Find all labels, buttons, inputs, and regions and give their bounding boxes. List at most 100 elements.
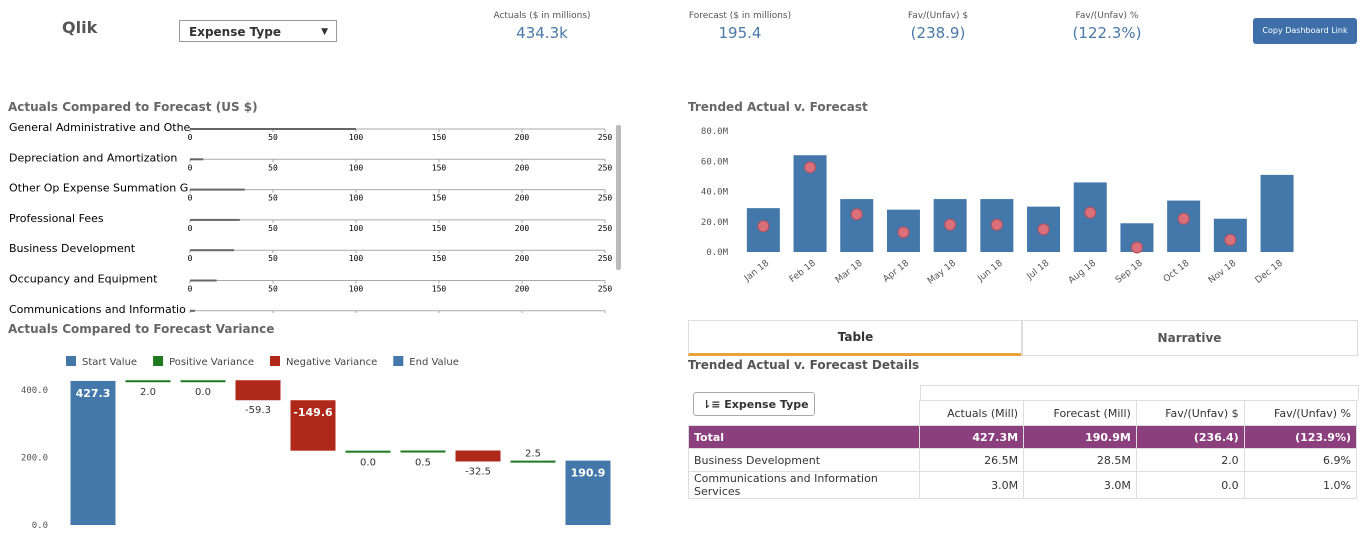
x-tick-label: Dec 18 bbox=[1254, 258, 1285, 286]
x-tick-label: Oct 18 bbox=[1162, 258, 1192, 284]
forecast-dot bbox=[1177, 212, 1190, 225]
cell: 28.5M bbox=[1023, 448, 1137, 472]
y-tick-label: 0.0 bbox=[32, 521, 48, 531]
x-tick-label: Sep 18 bbox=[1114, 258, 1145, 285]
x-tick-label: 200 bbox=[515, 224, 530, 233]
cell: Business Development bbox=[688, 448, 920, 472]
x-tick-label: 100 bbox=[349, 254, 364, 263]
tab[interactable]: Narrative bbox=[1021, 320, 1358, 356]
copy-link-button[interactable]: Copy Dashboard Link bbox=[1253, 18, 1357, 44]
table: Actuals (Mill) Forecast (Mill) Fav/(Unfav)… bbox=[688, 400, 1358, 499]
x-tick-label: 250 bbox=[598, 163, 613, 172]
bar bbox=[190, 309, 195, 312]
kpi-label: Actuals ($ in millions) bbox=[493, 11, 591, 21]
x-tick-label: Jul 18 bbox=[1025, 258, 1052, 282]
forecast-dot bbox=[944, 218, 957, 231]
search-field[interactable]: ⇂≡ Expense Type ⌕ bbox=[693, 392, 815, 435]
value-label: 190.9 bbox=[571, 467, 606, 480]
header-cell: Forecast (Mill) bbox=[1023, 400, 1137, 426]
x-tick-label: 0 bbox=[188, 133, 193, 142]
x-tick-label: 200 bbox=[515, 194, 530, 203]
legend-label: Start Value bbox=[82, 357, 137, 368]
x-tick-label: 250 bbox=[598, 285, 613, 294]
cell: 6.9% bbox=[1243, 448, 1358, 472]
header-spacer bbox=[920, 385, 1359, 401]
kpi-value: 195.4 bbox=[718, 24, 762, 42]
bar bbox=[190, 249, 234, 252]
value-label: 0.0 bbox=[360, 458, 376, 469]
chart-title: Actuals Compared to Forecast (US $) bbox=[8, 100, 258, 114]
bar bbox=[1260, 174, 1294, 252]
bar bbox=[235, 380, 281, 401]
value-label: 2.0 bbox=[140, 387, 156, 398]
search-label: Expense Type bbox=[724, 398, 809, 411]
value-label: 0.5 bbox=[415, 458, 431, 469]
y-tick-label: 80.0M bbox=[701, 127, 729, 137]
cell: 190.9M bbox=[1023, 425, 1137, 449]
x-tick-label: 50 bbox=[268, 194, 278, 203]
y-tick-label: 20.0M bbox=[701, 218, 729, 228]
x-tick-label: 0 bbox=[188, 285, 193, 294]
bar bbox=[190, 218, 240, 221]
cell: Total bbox=[688, 425, 920, 449]
row: Business Development 26.5M 28.5M 2.0 6.9% bbox=[688, 448, 1358, 472]
bar bbox=[345, 450, 391, 453]
bar bbox=[125, 380, 171, 383]
bar bbox=[400, 450, 446, 453]
x-tick-label: 50 bbox=[268, 163, 278, 172]
x-tick-label: 50 bbox=[268, 224, 278, 233]
kpi-value: 434.3k bbox=[516, 24, 568, 42]
bar bbox=[840, 199, 874, 252]
bar bbox=[190, 188, 245, 191]
y-tick-label: 400.0 bbox=[21, 386, 48, 396]
x-tick-label: 100 bbox=[349, 163, 364, 172]
bar bbox=[180, 380, 226, 383]
kpi-label: Fav/(Unfav) % bbox=[1075, 11, 1139, 21]
tab[interactable]: Table bbox=[688, 320, 1023, 356]
forecast-dot bbox=[990, 218, 1003, 231]
chart-title: Actuals Compared to Forecast Variance bbox=[8, 322, 275, 336]
header-cell bbox=[689, 401, 920, 426]
y-tick-label: 40.0M bbox=[701, 188, 729, 198]
dropdown[interactable]: Expense Type ▼ bbox=[179, 20, 337, 42]
x-tick-label: Nov 18 bbox=[1207, 258, 1238, 286]
cell: 1.0% bbox=[1243, 471, 1358, 499]
x-tick-label: 250 bbox=[598, 194, 613, 203]
legend-swatch bbox=[153, 356, 164, 366]
cell: 427.3M bbox=[918, 425, 1025, 449]
x-tick-label: Feb 18 bbox=[788, 258, 818, 285]
forecast-dot bbox=[1084, 206, 1097, 219]
header-cell: Fav/(Unfav) % bbox=[1243, 400, 1358, 426]
x-tick-label: May 18 bbox=[926, 258, 958, 286]
x-tick-label: 0 bbox=[188, 224, 193, 233]
x-tick-label: 0 bbox=[188, 194, 193, 203]
row: Communications and Information Services 3… bbox=[688, 471, 1358, 499]
x-tick-label: 250 bbox=[598, 224, 613, 233]
value-label: 2.5 bbox=[525, 449, 541, 460]
x-tick-label: 50 bbox=[268, 315, 278, 324]
value-label: -149.6 bbox=[293, 406, 333, 419]
bar bbox=[70, 380, 116, 525]
x-tick-label: 50 bbox=[268, 133, 278, 142]
cell: 3.0M bbox=[918, 471, 1025, 499]
x-tick-label: 250 bbox=[598, 133, 613, 142]
x-tick-label: 250 bbox=[598, 315, 613, 324]
bar bbox=[190, 279, 217, 282]
x-tick-label: 150 bbox=[432, 133, 447, 142]
cell: 26.5M bbox=[918, 448, 1025, 472]
x-tick-label: Jan 18 bbox=[742, 258, 771, 284]
x-tick-label: 50 bbox=[268, 285, 278, 294]
y-tick-label: 200.0 bbox=[21, 454, 48, 464]
row-label: Depreciation and Amortization bbox=[9, 151, 177, 164]
x-tick-label: 200 bbox=[515, 315, 530, 324]
x-tick-label: 150 bbox=[432, 224, 447, 233]
forecast-dot bbox=[804, 161, 817, 174]
row-label: Occupancy and Equipment bbox=[9, 273, 158, 286]
forecast-dot bbox=[1037, 223, 1050, 236]
x-tick-label: 100 bbox=[349, 315, 364, 324]
x-tick-label: 150 bbox=[432, 194, 447, 203]
scrollbar[interactable] bbox=[616, 125, 621, 270]
caret: ▼ bbox=[321, 27, 328, 37]
legend-label: Negative Variance bbox=[286, 357, 377, 368]
bar bbox=[290, 400, 336, 451]
